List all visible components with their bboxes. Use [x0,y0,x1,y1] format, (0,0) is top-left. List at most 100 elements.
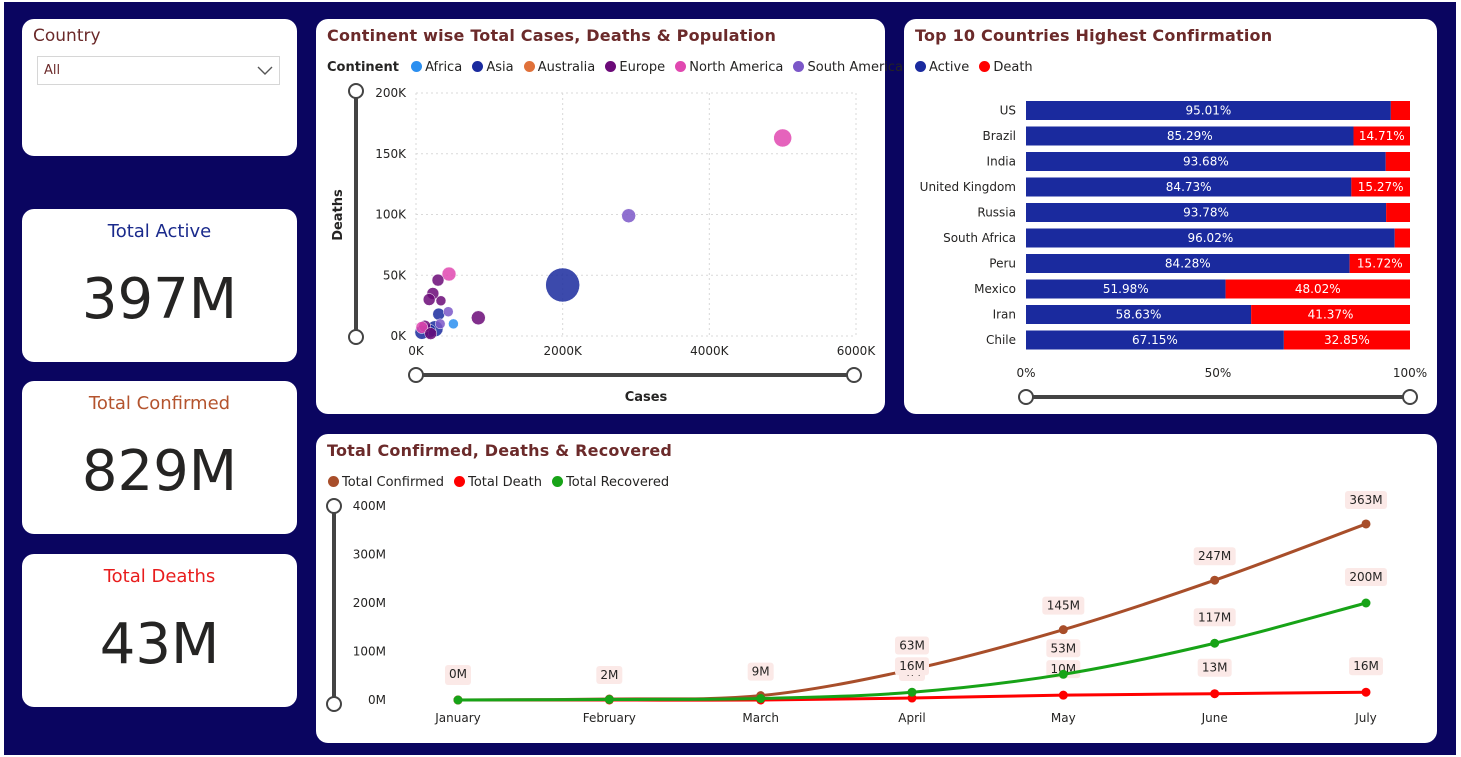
legend-item-north-america[interactable]: North America [675,60,783,75]
series-point[interactable] [907,687,917,697]
data-label-bg [895,657,929,676]
legend-item-total-death[interactable]: Total Death [454,475,542,490]
series-point[interactable] [1210,638,1220,648]
y-tick-label: 100K [375,208,407,222]
legend-item-africa[interactable]: Africa [411,60,462,75]
bar-death[interactable] [1394,228,1410,248]
data-label-bg [1046,639,1081,658]
bar-death[interactable] [1251,305,1410,324]
bar-death[interactable] [1349,254,1410,273]
bar-active[interactable] [1026,177,1352,197]
legend-item-total-recovered[interactable]: Total Recovered [552,475,669,490]
scatter-chart-card: Continent wise Total Cases, Deaths & Pop… [316,19,903,414]
legend-item-asia[interactable]: Asia [472,60,514,75]
scatter-point[interactable] [545,267,580,303]
x-zoom-slider-handle[interactable] [846,367,862,383]
legend-item-south-america[interactable]: South America [793,60,903,75]
bar-data-label: 15.72% [1357,257,1403,271]
kpi-card-active: Total Active 397M [22,209,297,362]
scatter-point[interactable] [773,128,792,148]
line-title: Total Confirmed, Deaths & Recovered [327,441,673,460]
x-tick-label: March [742,711,779,725]
bar-active[interactable] [1026,152,1386,171]
y-tick-label: 150K [375,147,407,161]
scatter-point[interactable] [441,266,457,282]
legend-label: South America [807,60,904,75]
scatter-point[interactable] [431,273,445,287]
bar-active[interactable] [1026,279,1226,299]
scatter-point[interactable] [422,293,436,306]
kpi-value: 829M [81,439,238,504]
bar-death[interactable] [1283,330,1410,350]
bar-death[interactable] [1225,279,1410,299]
category-label: Mexico [974,282,1016,296]
y-zoom-slider-handle[interactable] [326,696,342,712]
bar-active[interactable] [1026,305,1252,324]
y-zoom-slider-handle[interactable] [348,329,364,345]
data-label-bg [596,666,623,685]
series-point[interactable] [1210,575,1220,585]
x-tick-label: 0% [1016,366,1035,380]
series-point[interactable] [1058,669,1068,679]
data-label: 200M [1349,570,1382,584]
series-point[interactable] [1361,519,1371,529]
bar-active[interactable] [1026,228,1395,248]
legend-item-australia[interactable]: Australia [523,60,595,75]
y-tick-label: 0K [390,329,407,343]
x-tick-label: July [1354,711,1377,725]
scatter-point[interactable] [434,318,446,330]
scatter-point[interactable] [621,208,636,223]
category-label: South Africa [943,231,1016,245]
chevron-down-icon [257,66,273,75]
bar-death[interactable] [1353,126,1410,146]
bar-death[interactable] [1351,177,1410,197]
scatter-plot: 0K 2000K 4000K 6000K 0K 50K 100K 150K 200K Cases D… [331,83,876,405]
kpi-value: 43M [99,612,220,677]
scatter-point[interactable] [432,307,445,321]
bar-active[interactable] [1026,254,1350,273]
y-zoom-slider-handle[interactable] [326,498,342,514]
legend-label: Total Confirmed [342,475,444,490]
scatter-point[interactable] [424,327,437,340]
bar-active[interactable] [1026,203,1387,222]
scatter-title: Continent wise Total Cases, Deaths & Pop… [327,26,777,45]
bar-death[interactable] [1386,203,1410,222]
series-point[interactable] [1058,625,1068,635]
series-point[interactable] [1361,687,1371,697]
series-point[interactable] [756,694,766,704]
series-point[interactable] [1361,598,1371,608]
x-zoom-slider-handle[interactable] [1018,389,1034,405]
series-point[interactable] [604,695,614,705]
bar-active[interactable] [1026,126,1354,146]
series-point[interactable] [1058,690,1068,700]
scatter-point[interactable] [435,295,447,307]
bar-data-label: 85.29% [1167,129,1213,143]
series-point[interactable] [1210,689,1220,699]
category-label: United Kingdom [920,180,1016,194]
x-zoom-slider-handle[interactable] [1402,389,1418,405]
scatter-point[interactable] [443,306,454,317]
legend-item-total-confirmed[interactable]: Total Confirmed [328,475,444,490]
legend-dot [793,61,805,72]
bar-data-label: 14.71% [1359,129,1405,143]
kpi-card-deaths: Total Deaths 43M [22,554,297,707]
data-label: 16M [1353,659,1379,673]
legend-title: Continent [327,60,399,75]
bar-active[interactable] [1026,101,1391,120]
y-zoom-slider-handle[interactable] [348,83,364,99]
bar-active[interactable] [1026,330,1284,350]
legend-item-europe[interactable]: Europe [605,60,665,75]
category-label: Brazil [983,129,1017,143]
data-label: 0M [449,667,467,681]
series-point[interactable] [453,695,463,705]
legend-item-active[interactable]: Active [915,60,969,75]
scatter-point[interactable] [448,318,459,330]
scatter-point[interactable] [471,310,486,326]
country-dropdown[interactable]: All [37,56,280,85]
bar-death[interactable] [1385,152,1410,171]
bar-death[interactable] [1390,101,1410,120]
line-plot: 0M 100M 200M 300M 400M January February March Ap… [326,490,1387,725]
scatter-point[interactable] [415,321,429,334]
x-zoom-slider-handle[interactable] [408,367,424,383]
legend-item-death[interactable]: Death [979,60,1033,75]
